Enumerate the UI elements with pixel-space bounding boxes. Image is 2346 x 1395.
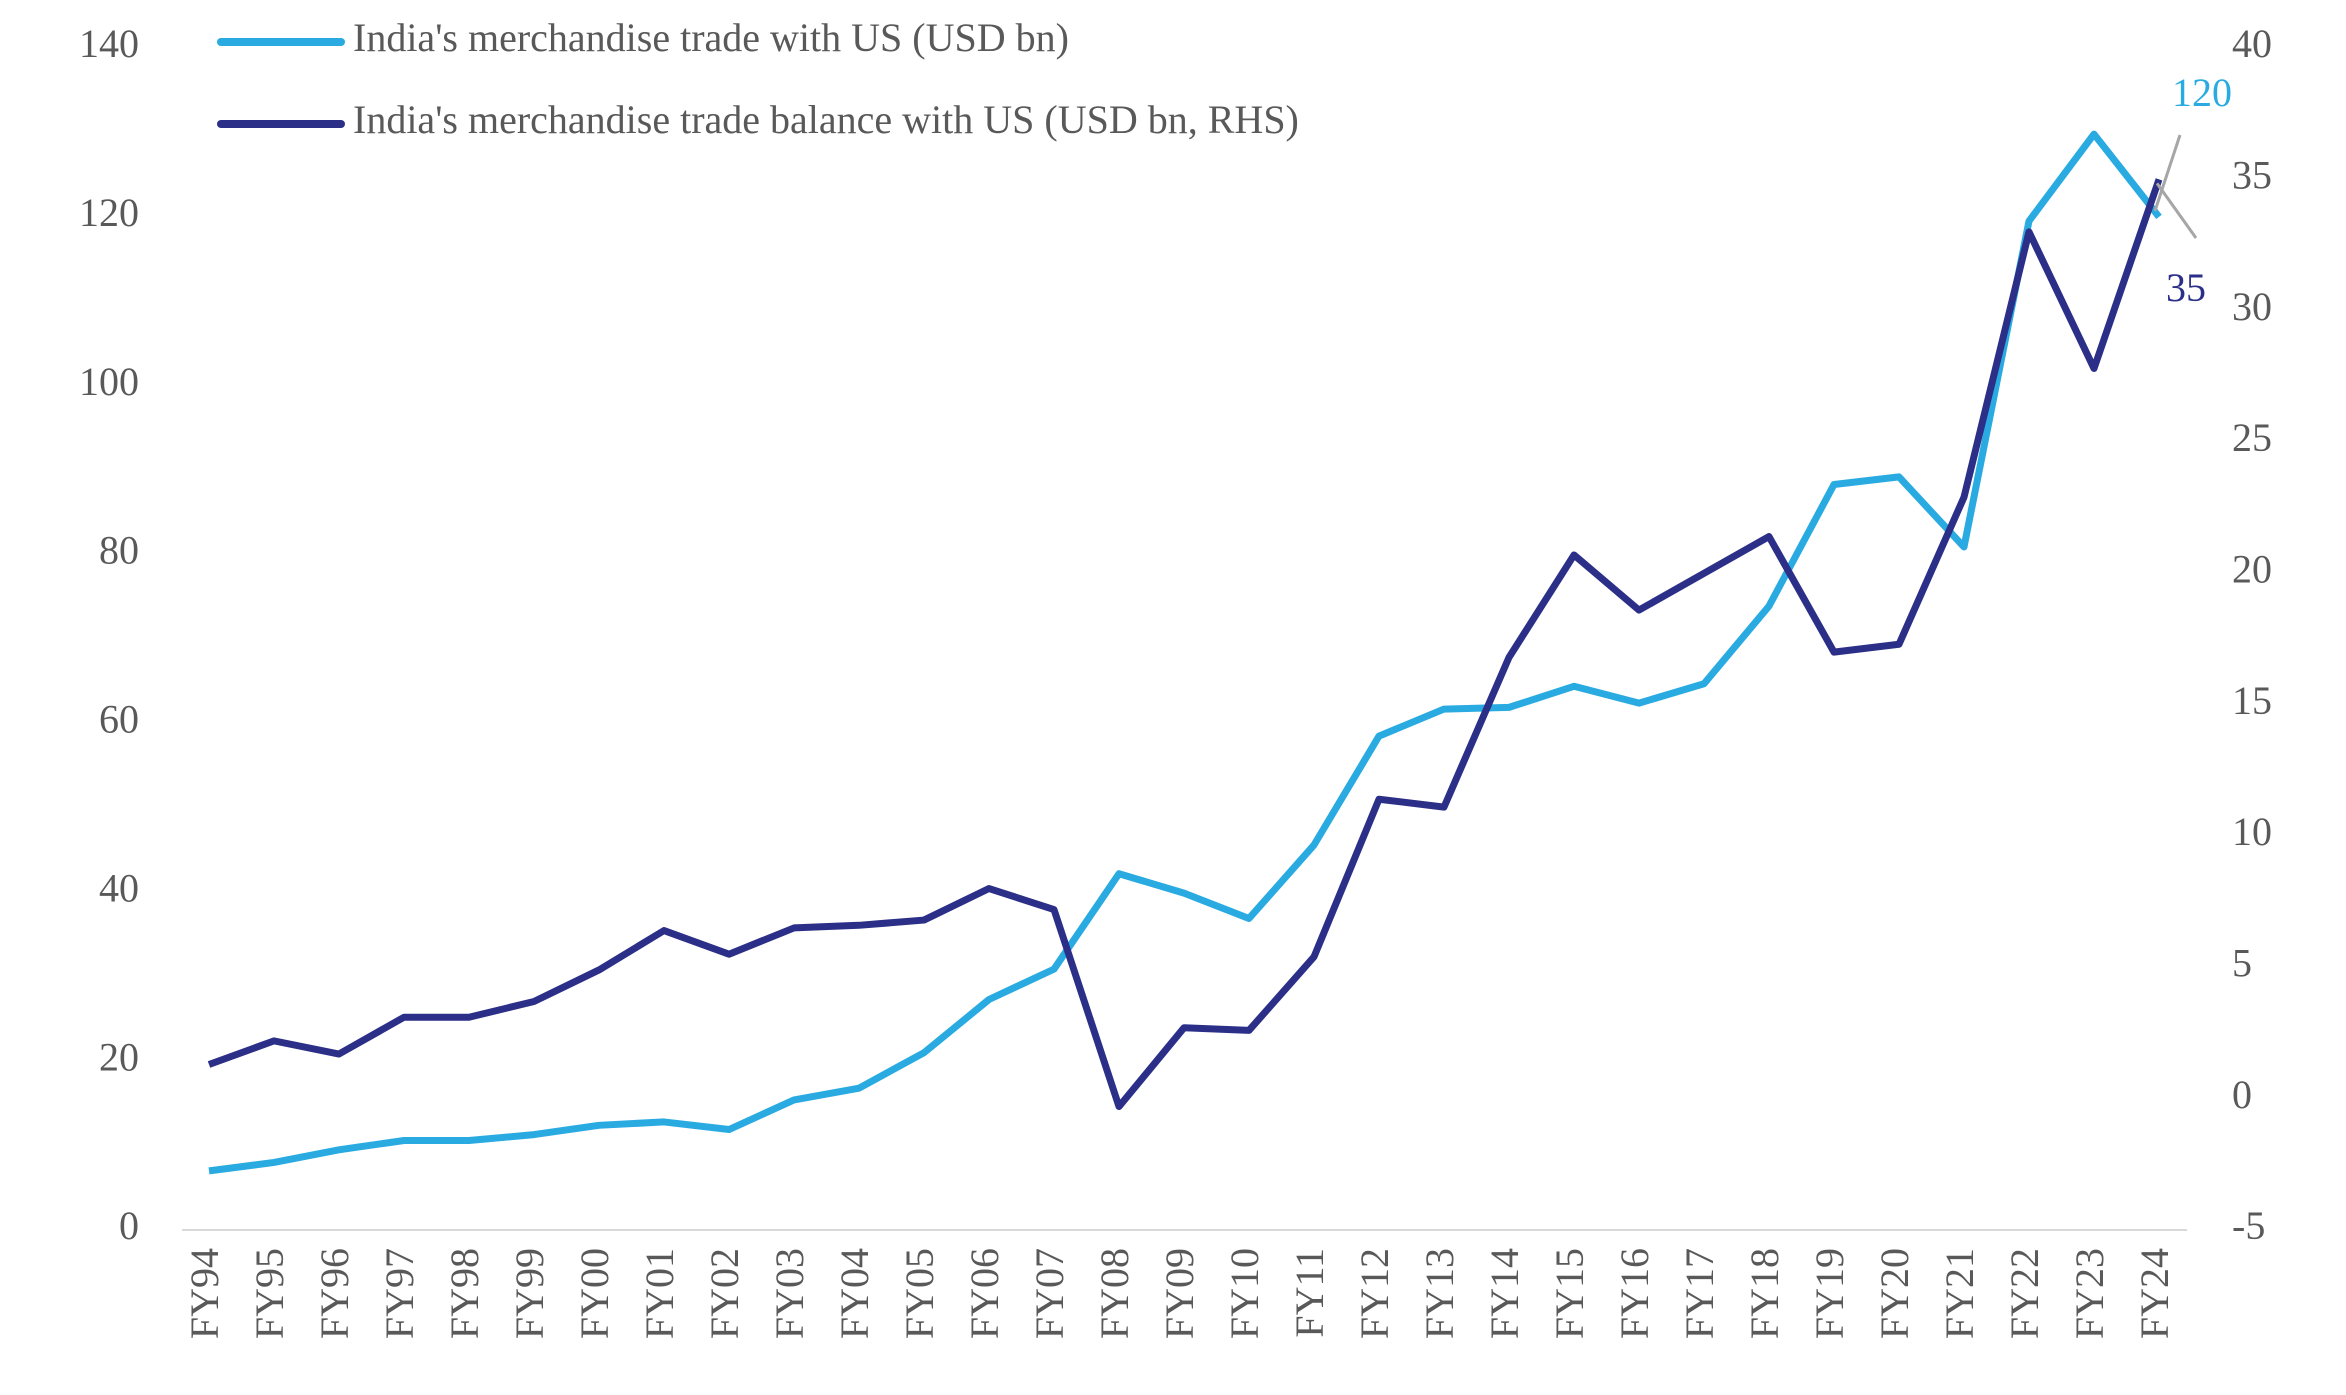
x-tick-label: FY15 xyxy=(1547,1248,1592,1339)
x-tick-label: FY20 xyxy=(1872,1248,1917,1339)
y2-tick-label: 25 xyxy=(2232,415,2272,460)
x-tick-label: FY13 xyxy=(1417,1248,1462,1339)
data-label: 120 xyxy=(2172,70,2232,115)
x-tick-label: FY05 xyxy=(897,1248,942,1339)
y2-tick-label: 0 xyxy=(2232,1072,2252,1117)
x-tick-label: FY03 xyxy=(767,1248,812,1339)
legend-label: India's merchandise trade balance with U… xyxy=(353,97,1299,142)
x-tick-label: FY18 xyxy=(1742,1248,1787,1339)
series-line xyxy=(207,178,2163,1111)
y-tick-label: 120 xyxy=(79,190,139,235)
y2-tick-label: 15 xyxy=(2232,678,2272,723)
x-tick-label: FY11 xyxy=(1287,1248,1332,1338)
x-tick-label: FY21 xyxy=(1937,1248,1982,1339)
y2-tick-label: 5 xyxy=(2232,941,2252,986)
x-tick-label: FY08 xyxy=(1092,1248,1137,1339)
y-tick-label: 60 xyxy=(99,697,139,742)
x-tick-label: FY16 xyxy=(1612,1248,1657,1339)
x-tick-label: FY09 xyxy=(1157,1248,1202,1339)
x-tick-label: FY14 xyxy=(1482,1248,1527,1339)
x-tick-label: FY10 xyxy=(1222,1248,1267,1339)
x-tick-label: FY22 xyxy=(2002,1248,2047,1339)
x-tick-label: FY07 xyxy=(1027,1248,1072,1339)
y2-tick-label: 30 xyxy=(2232,284,2272,329)
x-tick-label: FY98 xyxy=(442,1248,487,1339)
y2-tick-label: -5 xyxy=(2232,1203,2265,1248)
leader-line xyxy=(2153,134,2182,212)
y2-tick-label: 35 xyxy=(2232,153,2272,198)
y-tick-label: 80 xyxy=(99,528,139,573)
leader-line xyxy=(2155,182,2198,239)
x-tick-label: FY97 xyxy=(377,1248,422,1339)
y2-tick-label: 40 xyxy=(2232,21,2272,66)
x-tick-label: FY06 xyxy=(962,1248,1007,1339)
x-tick-label: FY19 xyxy=(1807,1248,1852,1339)
y2-tick-label: 10 xyxy=(2232,809,2272,854)
data-label: 35 xyxy=(2166,265,2206,310)
x-tick-label: FY94 xyxy=(182,1248,227,1339)
legend-label: India's merchandise trade with US (USD b… xyxy=(353,15,1069,60)
y2-tick-label: 20 xyxy=(2232,547,2272,592)
x-tick-label: FY00 xyxy=(572,1248,617,1339)
y-tick-label: 20 xyxy=(99,1034,139,1079)
x-tick-label: FY96 xyxy=(312,1248,357,1339)
x-tick-label: FY99 xyxy=(507,1248,552,1339)
x-tick-label: FY23 xyxy=(2067,1248,2112,1339)
x-tick-label: FY02 xyxy=(702,1248,747,1339)
y-tick-label: 140 xyxy=(79,21,139,66)
series-line xyxy=(208,130,2162,1175)
x-tick-label: FY04 xyxy=(832,1248,877,1339)
x-tick-label: FY01 xyxy=(637,1248,682,1339)
x-tick-label: FY17 xyxy=(1677,1248,1722,1339)
y-tick-label: 40 xyxy=(99,865,139,910)
x-tick-label: FY24 xyxy=(2132,1248,2177,1339)
y-tick-label: 100 xyxy=(79,359,139,404)
x-tick-label: FY12 xyxy=(1352,1248,1397,1339)
y-tick-label: 0 xyxy=(119,1203,139,1248)
x-tick-label: FY95 xyxy=(247,1248,292,1339)
